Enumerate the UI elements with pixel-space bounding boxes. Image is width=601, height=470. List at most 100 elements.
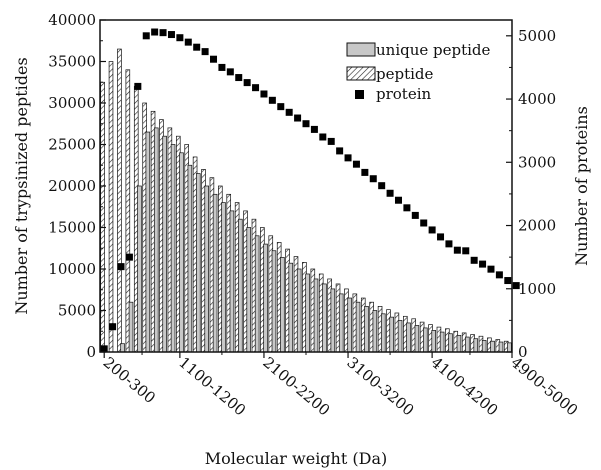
- unique-peptide-bar: [481, 340, 487, 353]
- unique-peptide-bar: [465, 336, 470, 353]
- protein-marker: [243, 79, 251, 87]
- protein-marker: [352, 160, 360, 168]
- x-tick-label: 4100-4200: [428, 353, 502, 419]
- protein-marker: [310, 125, 318, 133]
- right-tick-label: 0: [518, 343, 528, 361]
- protein-marker: [453, 246, 461, 254]
- unique-peptide-bar: [153, 127, 159, 353]
- protein-marker: [319, 133, 327, 141]
- protein-marker: [159, 29, 167, 37]
- protein-marker: [134, 82, 142, 90]
- unique-peptide-bar: [431, 330, 437, 353]
- unique-peptide-bar: [204, 185, 209, 353]
- protein-marker: [268, 96, 276, 104]
- unique-peptide-bar: [238, 218, 243, 353]
- unique-peptide-bar: [364, 306, 369, 353]
- unique-peptide-bar: [254, 235, 260, 353]
- protein-marker: [193, 43, 201, 51]
- protein-marker: [151, 28, 159, 36]
- legend-swatch-protein: [355, 90, 364, 99]
- unique-peptide-bar: [280, 257, 285, 353]
- peptide-bar: [108, 61, 114, 353]
- unique-peptide-bar: [145, 131, 151, 353]
- legend-label-peptide: peptide: [376, 65, 434, 83]
- unique-peptide-bar: [338, 293, 344, 353]
- unique-peptide-bar: [473, 338, 479, 353]
- unique-peptide-bar: [490, 340, 495, 353]
- protein-marker: [100, 345, 108, 353]
- unique-peptide-bar: [187, 164, 193, 353]
- legend: unique peptide peptide protein: [346, 41, 491, 103]
- unique-peptide-bar: [212, 193, 218, 353]
- protein-marker: [470, 256, 478, 264]
- left-tick-label: 0: [86, 343, 96, 361]
- protein-marker: [394, 196, 402, 204]
- protein-marker: [420, 219, 428, 227]
- x-axis-title: Molecular weight (Da): [205, 449, 387, 468]
- right-tick-label: 1000: [518, 280, 556, 298]
- unique-peptide-bar: [120, 343, 125, 353]
- left-tick-label: 25000: [48, 136, 96, 154]
- unique-peptide-bar: [246, 227, 252, 353]
- legend-swatch-unique-peptide: [346, 42, 376, 57]
- y-axis-title-left: Number of trypsinized peptides: [12, 57, 31, 314]
- y-axis-title-right: Number of proteins: [572, 106, 591, 266]
- unique-peptide-bar: [389, 316, 394, 353]
- protein-marker: [218, 63, 226, 71]
- unique-peptide-bar: [229, 210, 235, 353]
- protein-marker: [117, 263, 125, 271]
- unique-peptide-bar: [507, 342, 512, 353]
- unique-peptide-bar: [196, 173, 201, 353]
- left-tick-label: 40000: [48, 11, 96, 29]
- peptide-bar: [100, 81, 105, 353]
- unique-peptide-bar: [448, 333, 453, 353]
- protein-marker: [252, 84, 260, 92]
- unique-peptide-bar: [355, 301, 361, 353]
- unique-peptide-bars: [120, 127, 512, 353]
- protein-marker: [445, 240, 453, 248]
- peptide-bars: [100, 48, 509, 353]
- protein-marker: [361, 168, 369, 176]
- x-tick-label: 4900-5000: [507, 353, 581, 419]
- protein-marker: [428, 226, 436, 234]
- protein-marker: [285, 108, 293, 116]
- unique-peptide-bar: [313, 278, 319, 353]
- unique-peptide-bar: [263, 243, 268, 353]
- unique-peptide-bar: [439, 331, 445, 353]
- protein-marker: [462, 247, 470, 255]
- protein-marker: [302, 120, 310, 128]
- left-tick-label: 5000: [58, 302, 96, 320]
- unique-peptide-bar: [296, 268, 302, 353]
- x-tick-label: 2100-2200: [259, 353, 333, 419]
- unique-peptide-bar: [179, 152, 184, 353]
- protein-marker: [109, 323, 117, 331]
- unique-peptide-bar: [347, 297, 352, 353]
- protein-marker: [403, 204, 411, 212]
- x-tick-label: 200-300: [100, 353, 159, 407]
- protein-marker: [487, 265, 495, 273]
- unique-peptide-bar: [456, 335, 462, 353]
- protein-marker: [260, 90, 268, 98]
- x-tick-label: 1100-1200: [175, 353, 249, 419]
- unique-peptide-bar: [406, 322, 411, 353]
- protein-marker: [386, 189, 394, 197]
- bottom-axis-ticks: 200-300 1100-1200 2100-2200 3100-3200 4100-4…: [100, 352, 581, 419]
- protein-marker: [176, 34, 184, 42]
- protein-marker: [142, 32, 150, 40]
- protein-marker: [479, 260, 487, 268]
- unique-peptide-bar: [288, 262, 294, 353]
- unique-peptide-bar: [380, 313, 386, 353]
- unique-peptide-bar: [305, 273, 310, 353]
- unique-peptide-bar: [170, 144, 176, 353]
- protein-markers: [100, 28, 520, 353]
- protein-marker: [294, 114, 302, 122]
- legend-swatch-peptide: [346, 66, 376, 81]
- protein-marker: [226, 68, 234, 76]
- unique-peptide-bar: [128, 301, 134, 353]
- left-tick-label: 10000: [48, 260, 96, 278]
- x-tick-label: 3100-3200: [343, 353, 417, 419]
- right-tick-label: 5000: [518, 27, 556, 45]
- protein-marker: [512, 282, 520, 290]
- protein-marker: [495, 271, 503, 279]
- right-tick-label: 3000: [518, 153, 556, 171]
